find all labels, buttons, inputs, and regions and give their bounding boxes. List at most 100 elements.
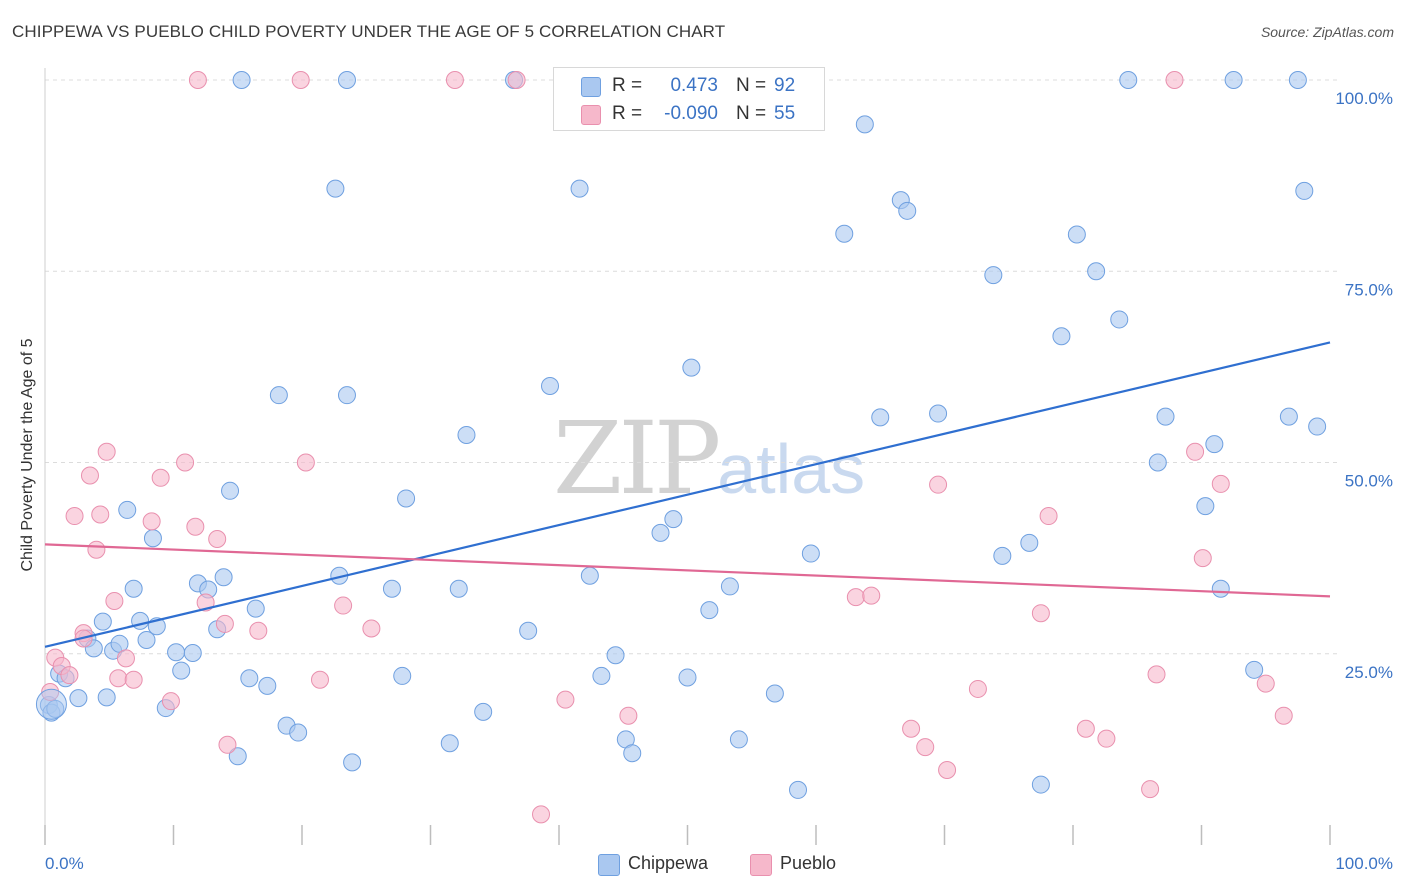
chippewa-point bbox=[1067, 225, 1086, 244]
y-tick-label: 25.0% bbox=[1345, 663, 1393, 682]
chippewa-point bbox=[519, 621, 538, 640]
chippewa-point bbox=[326, 179, 345, 198]
chippewa-point bbox=[337, 71, 356, 89]
chippewa-point bbox=[183, 643, 202, 662]
pueblo-point bbox=[109, 669, 128, 688]
chippewa-point bbox=[1148, 453, 1167, 472]
r-value: -0.090 bbox=[664, 103, 718, 124]
pueblo-point bbox=[97, 442, 116, 461]
chippewa-point bbox=[232, 71, 251, 89]
tick-labels: 25.0% 50.0% 75.0% 100.0% 0.0% 100.0% bbox=[45, 89, 1393, 873]
pueblo-point bbox=[1031, 604, 1050, 623]
chippewa-point bbox=[801, 544, 820, 563]
pueblo-point bbox=[124, 670, 143, 689]
chippewa-point bbox=[337, 386, 356, 405]
pueblo-point bbox=[1256, 674, 1275, 693]
chippewa-point bbox=[172, 661, 191, 680]
pueblo-point bbox=[87, 540, 106, 559]
r-label: R = bbox=[612, 103, 643, 124]
pueblo-point bbox=[334, 596, 353, 615]
trend-lines bbox=[44, 341, 1331, 648]
chippewa-point bbox=[898, 201, 917, 220]
legend-label: Chippewa bbox=[628, 853, 709, 873]
pueblo-point bbox=[188, 71, 207, 89]
chippewa-point bbox=[623, 744, 642, 763]
chippewa-point bbox=[1156, 407, 1175, 426]
chippewa-point bbox=[592, 666, 611, 685]
chippewa-point bbox=[397, 489, 416, 508]
pueblo-point bbox=[929, 475, 948, 494]
chippewa-point bbox=[789, 780, 808, 799]
chippewa-point bbox=[221, 481, 240, 500]
chippewa-point bbox=[457, 425, 476, 444]
pueblo-point bbox=[445, 71, 464, 89]
pueblo-point bbox=[218, 735, 237, 754]
chippewa-point bbox=[580, 566, 599, 585]
chippewa-point bbox=[118, 500, 137, 519]
y-tick-label: 50.0% bbox=[1345, 472, 1393, 491]
chippewa-point bbox=[984, 266, 1003, 285]
pueblo-point bbox=[507, 71, 526, 89]
chippewa-point bbox=[69, 689, 88, 708]
chippewa-point bbox=[382, 579, 401, 598]
chippewa-point bbox=[1119, 71, 1138, 89]
chippewa-point bbox=[1224, 71, 1243, 89]
chippewa-point bbox=[240, 669, 259, 688]
pueblo-point bbox=[296, 453, 315, 472]
watermark: ZIPatlas bbox=[553, 400, 865, 517]
chippewa-point bbox=[440, 734, 459, 753]
x-tick-label: 0.0% bbox=[45, 854, 84, 873]
chippewa-point bbox=[167, 643, 186, 662]
legend-swatch-chippewa bbox=[598, 854, 620, 876]
legend-label: Pueblo bbox=[780, 853, 837, 873]
chippewa-trend-line bbox=[44, 341, 1331, 648]
watermark-zip: ZIP bbox=[553, 400, 721, 517]
chippewa-point bbox=[289, 723, 308, 742]
pueblo-point bbox=[1165, 71, 1184, 89]
y-tick-label: 100.0% bbox=[1335, 89, 1393, 108]
pueblo-point bbox=[116, 649, 135, 668]
chippewa-point bbox=[606, 646, 625, 665]
chippewa-point bbox=[214, 568, 233, 587]
chippewa-point bbox=[269, 386, 288, 405]
chart-title: CHIPPEWA VS PUEBLO CHILD POVERTY UNDER T… bbox=[12, 22, 726, 41]
pueblo-trend-line bbox=[44, 543, 1331, 598]
pueblo-point bbox=[208, 530, 227, 548]
chippewa-point bbox=[1110, 310, 1129, 329]
chippewa-point bbox=[1308, 417, 1327, 436]
stats-row-chippewa: R = 0.473 N = 92 bbox=[554, 73, 824, 99]
pueblo-point bbox=[1076, 719, 1095, 738]
n-value: 92 bbox=[774, 75, 796, 96]
pueblo-point bbox=[902, 719, 921, 738]
pueblo-point bbox=[65, 507, 84, 526]
n-label: N = bbox=[736, 103, 767, 124]
chippewa-point bbox=[97, 688, 116, 707]
pueblo-point bbox=[532, 805, 551, 824]
chippewa-point bbox=[1087, 262, 1106, 281]
pueblo-point bbox=[151, 468, 170, 487]
chippewa-point bbox=[993, 546, 1012, 565]
chippewa-point bbox=[541, 377, 560, 395]
chippewa-point bbox=[682, 358, 701, 377]
pueblo-point bbox=[1193, 549, 1212, 568]
chippewa-point bbox=[664, 510, 683, 529]
chippewa-point bbox=[1288, 71, 1307, 89]
chippewa-point bbox=[393, 666, 412, 685]
chippewa-point bbox=[651, 523, 670, 542]
pueblo-swatch bbox=[581, 105, 601, 125]
chippewa-point bbox=[124, 579, 143, 598]
chippewa-point bbox=[1205, 435, 1224, 454]
pueblo-point bbox=[1211, 474, 1230, 493]
pueblo-point bbox=[1274, 706, 1293, 725]
chippewa-point bbox=[474, 702, 493, 721]
chippewa-point bbox=[228, 747, 247, 766]
chippewa-point bbox=[137, 630, 156, 649]
chippewa-point bbox=[1020, 533, 1039, 552]
r-label: R = bbox=[612, 75, 643, 96]
pueblo-point bbox=[161, 692, 180, 711]
pueblo-point bbox=[291, 71, 310, 89]
pueblo-point bbox=[846, 588, 865, 607]
pueblo-point bbox=[1186, 442, 1205, 461]
chippewa-point bbox=[570, 179, 589, 198]
